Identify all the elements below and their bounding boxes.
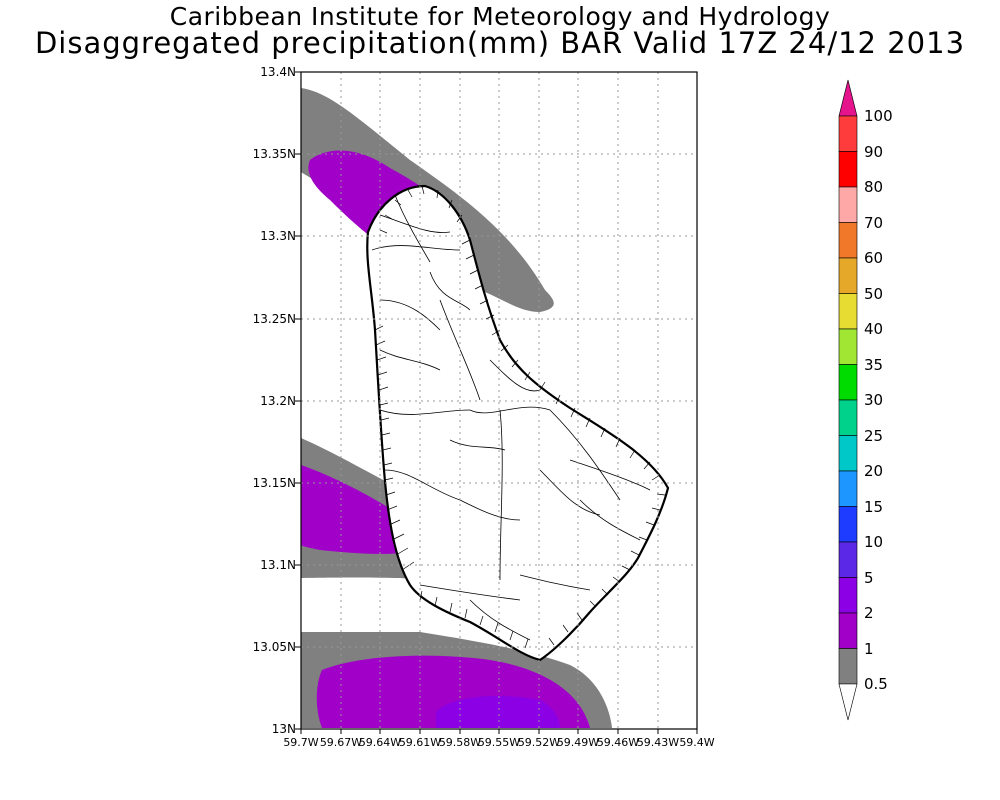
lat-tick-label: 13.2N (260, 394, 296, 408)
legend-20 (838, 470, 858, 507)
legend-label: 30 (864, 391, 884, 409)
color-legend (838, 79, 858, 721)
axis-ticks (295, 71, 698, 734)
legend-1 (838, 648, 858, 685)
legend-15 (838, 506, 858, 543)
lon-tick-label: 59.43W (636, 736, 680, 749)
legend-label: 1 (864, 640, 874, 658)
legend-70 (838, 222, 858, 259)
lat-tick-label: 13.35N (252, 147, 296, 161)
lon-tick-label: 59.61W (398, 736, 442, 749)
legend-label: 2 (864, 604, 874, 622)
purple-blob-west (301, 465, 418, 554)
legend-80 (838, 186, 858, 223)
legend-top-arrow (838, 79, 858, 117)
lon-tick-label: 59.67W (319, 736, 363, 749)
legend-label: 0.5 (864, 675, 888, 693)
lat-tick-label: 13.25N (252, 312, 296, 326)
legend-label: 80 (864, 178, 884, 196)
legend-2 (838, 612, 858, 649)
legend-35 (838, 364, 858, 401)
lat-tick-label: 13.3N (260, 229, 296, 243)
lon-tick-label: 59.58W (438, 736, 482, 749)
legend-label: 90 (864, 143, 884, 161)
lon-tick-label: 59.52W (517, 736, 561, 749)
organization-title: Caribbean Institute for Meteorology and … (169, 2, 831, 31)
lat-tick-label: 13.1N (260, 558, 296, 572)
grid-lines (301, 72, 697, 729)
barbados-coast (366, 184, 670, 662)
legend-label: 70 (864, 214, 884, 232)
legend-label: 25 (864, 427, 884, 445)
lon-tick-label: 59.55W (477, 736, 521, 749)
legend-label: 20 (864, 462, 884, 480)
legend-10 (838, 541, 858, 578)
island-outline (366, 184, 670, 662)
legend-30 (838, 399, 858, 436)
legend-5 (838, 577, 858, 614)
lon-tick-label: 59.64W (358, 736, 402, 749)
lon-tick-label: 59.7W (283, 736, 319, 749)
legend-label: 10 (864, 533, 884, 551)
legend-label: 40 (864, 320, 884, 338)
lat-tick-label: 13.05N (252, 640, 296, 654)
lon-tick-label: 59.49W (556, 736, 600, 749)
legend-60 (838, 257, 858, 294)
legend-label: 60 (864, 249, 884, 267)
legend-label: 5 (864, 569, 874, 587)
legend-label: 15 (864, 498, 884, 516)
legend-90 (838, 151, 858, 188)
lon-tick-label: 59.46W (596, 736, 640, 749)
lat-tick-label: 13.4N (260, 65, 296, 79)
lat-tick-label: 13N (271, 722, 296, 736)
legend-25 (838, 435, 858, 472)
legend-label: 100 (864, 107, 893, 125)
legend-100 (838, 115, 858, 152)
lon-tick-label: 59.4W (679, 736, 715, 749)
legend-50 (838, 293, 858, 330)
legend-label: 35 (864, 356, 884, 374)
legend-label: 50 (864, 285, 884, 303)
legend-bottom-arrow (838, 683, 858, 721)
violet-core-south (436, 696, 560, 728)
lat-tick-label: 13.15N (252, 476, 296, 490)
map-title: Disaggregated precipitation(mm) BAR Vali… (34, 26, 966, 60)
legend-40 (838, 328, 858, 365)
